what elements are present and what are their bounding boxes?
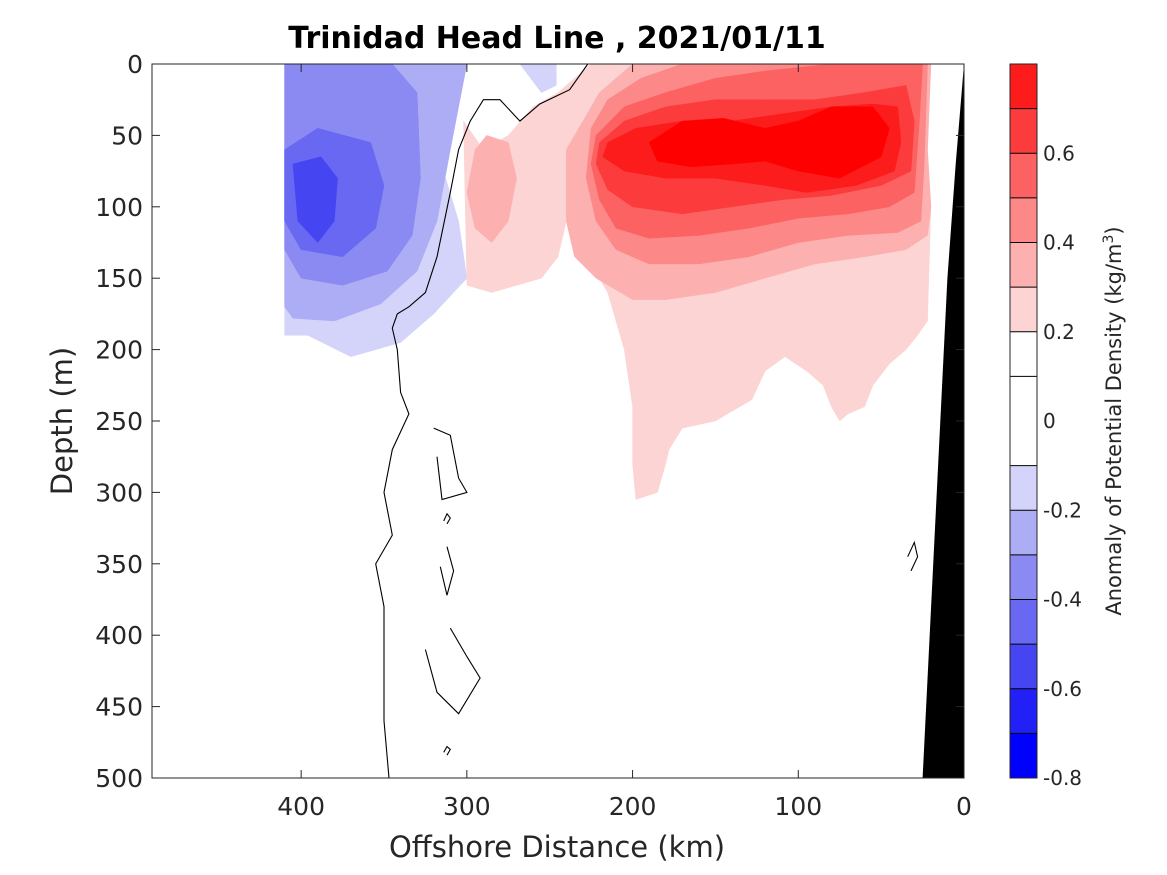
zero-contour-line-0 (375, 64, 589, 778)
plot-area (151, 63, 965, 779)
colorbar-label-main: Anomaly of Potential Density (kg/m (1102, 244, 1126, 616)
colorbar-label: Anomaly of Potential Density (kg/m3) (1101, 226, 1126, 615)
x-tick-label: 200 (609, 792, 657, 821)
zero-contour-line-2 (439, 546, 455, 596)
colorbar-swatch (1010, 108, 1037, 154)
colorbar-swatch (1010, 153, 1037, 198)
x-tick-label: 0 (956, 792, 972, 821)
density-region-pos-0.7 (648, 106, 890, 179)
zero-contour-line-6 (443, 745, 452, 756)
colorbar-tick-label: 0.4 (1043, 231, 1075, 255)
colorbar-swatch (1010, 644, 1037, 689)
zero-contour-line-1 (433, 427, 468, 501)
y-tick-label: 400 (95, 621, 143, 650)
colorbar-swatch (1010, 197, 1037, 243)
colorbar-tick-label: 0.6 (1043, 141, 1075, 165)
y-tick-label: 450 (95, 693, 143, 722)
x-tick-label: 300 (443, 792, 491, 821)
colorbar-label-sup: 3 (1101, 235, 1117, 244)
y-axis-label: Depth (m) (45, 347, 79, 495)
colorbar-tick-label: 0 (1043, 409, 1056, 433)
y-tick-label: 0 (127, 50, 143, 79)
colorbar: -0.8 -0.6 -0.4 -0.2 0 0.2 0.4 0.6 (1009, 63, 1082, 790)
colorbar-swatch (1010, 465, 1037, 511)
colorbar-tick-label: -0.4 (1043, 588, 1082, 612)
colorbar-tick-label: -0.2 (1043, 498, 1082, 522)
y-tick-label: 100 (95, 193, 143, 222)
y-tick-label: 200 (95, 336, 143, 365)
colorbar-tick-label: 0.2 (1043, 320, 1075, 344)
y-tick-label: 150 (95, 264, 143, 293)
x-tick-label: 400 (277, 792, 325, 821)
y-tick-label: 300 (95, 478, 143, 507)
colorbar-frame (1009, 63, 1038, 779)
y-tick-label: 350 (95, 550, 143, 579)
zero-contour-line-4 (907, 540, 919, 572)
colorbar-swatch (1010, 331, 1037, 377)
zero-contour-line-5 (443, 512, 451, 525)
colorbar-swatch (1010, 287, 1037, 332)
colorbar-swatch (1010, 599, 1037, 645)
seafloor-bathymetry (922, 64, 964, 778)
colorbar-swatch (1010, 242, 1037, 288)
colorbar-tick-label: -0.6 (1043, 677, 1082, 701)
y-tick-label: 500 (95, 764, 143, 793)
zero-contour-line-3 (424, 627, 481, 715)
colorbar-swatch (1010, 376, 1037, 466)
y-tick-label: 250 (95, 407, 143, 436)
colorbar-swatch (1010, 510, 1037, 555)
density-region-neg-0.6 (292, 156, 338, 243)
x-tick-label: 100 (774, 792, 822, 821)
density-region-pos-0.2-b (466, 135, 517, 243)
colorbar-swatch (1010, 64, 1037, 109)
colorbar-label-end: ) (1102, 226, 1126, 234)
colorbar-swatch (1010, 733, 1037, 778)
chart-title: Trinidad Head Line , 2021/01/11 (288, 21, 825, 56)
colorbar-swatch (1010, 554, 1037, 600)
x-axis-label: Offshore Distance (km) (389, 830, 725, 864)
colorbar-tick-label: -0.8 (1043, 766, 1082, 790)
colorbar-swatch (1010, 688, 1037, 734)
plot-frame (151, 63, 965, 779)
y-tick-label: 50 (111, 121, 143, 150)
